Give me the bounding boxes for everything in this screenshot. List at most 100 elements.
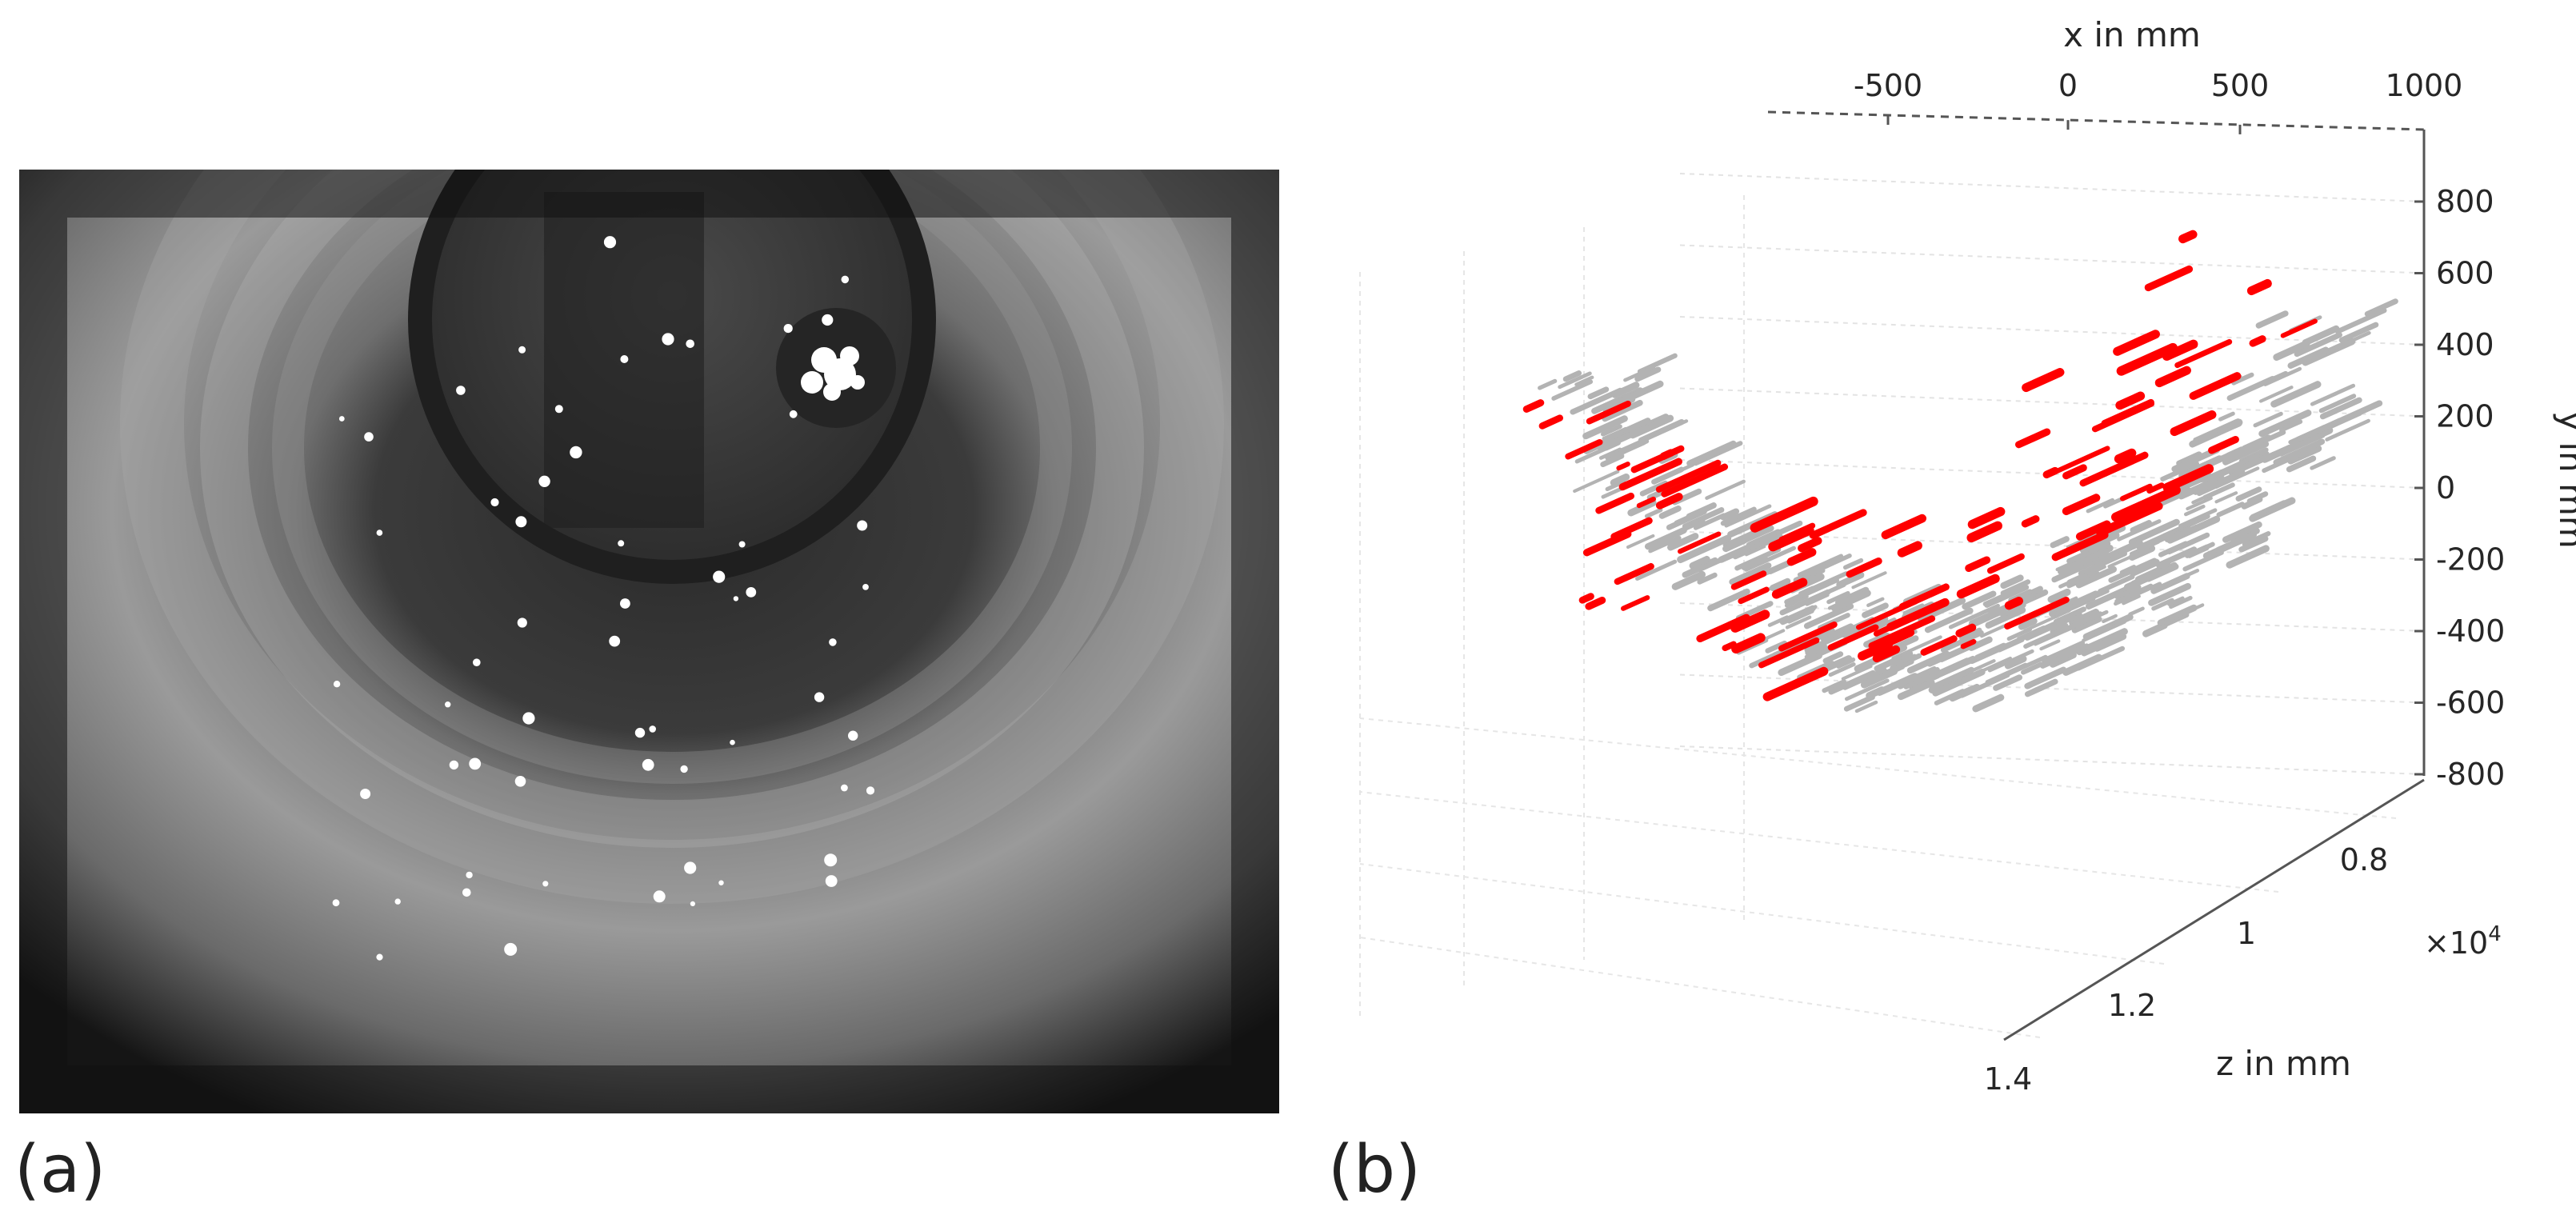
cloud-streak — [1573, 470, 1620, 494]
cloud-streak — [1626, 534, 1655, 549]
cloud-streak — [1744, 546, 1796, 572]
red-streak — [1659, 449, 1675, 460]
photo-particle — [466, 871, 473, 879]
z-multiplier: ×104 — [2424, 922, 2502, 961]
photo-particle — [570, 446, 582, 459]
cloud-streak — [1551, 379, 1594, 401]
cloud-streak — [2226, 376, 2276, 402]
cloud-streak — [2004, 655, 2027, 669]
red-streak — [1731, 633, 1766, 654]
cloud-streak — [1658, 505, 1682, 519]
cloud-streak — [2018, 617, 2038, 630]
plot-axes — [1767, 110, 2426, 1041]
red-streak — [1585, 597, 1606, 610]
cloud-streak — [1682, 507, 1725, 530]
cloud-streak — [1729, 562, 1772, 586]
cloud-streak — [2128, 518, 2180, 546]
cloud-streak — [1807, 554, 1852, 576]
cloud-streak — [2123, 566, 2169, 591]
cloud-streak — [2069, 608, 2100, 626]
cloud-streak — [1972, 693, 2005, 713]
cloud-streak — [2215, 541, 2234, 551]
photo-particle — [332, 899, 340, 907]
cloud-streak — [2255, 310, 2289, 329]
cloud-streak — [1779, 605, 1816, 625]
photo-particle — [376, 953, 383, 961]
cloud-streak — [2222, 441, 2270, 466]
cloud-streak — [1803, 603, 1854, 629]
red-streak — [1897, 541, 1922, 558]
red-streak — [2091, 400, 2155, 433]
cloud-streak — [2050, 536, 2070, 549]
photo-particle — [733, 596, 739, 602]
red-streak — [1771, 578, 1808, 599]
cloud-streak — [2191, 492, 2214, 505]
cloud-streak — [1786, 609, 1814, 624]
red-streak — [1538, 414, 1564, 430]
red-streak — [1955, 623, 1977, 637]
red-streak — [1762, 666, 1829, 701]
cloud-streak — [1610, 474, 1630, 486]
photo-particle — [469, 757, 482, 770]
red-streak — [1986, 553, 2025, 574]
cloud-streak — [1744, 545, 1766, 557]
red-streak — [1827, 624, 1879, 651]
cloud-streak — [1844, 678, 1890, 701]
z-axis-line — [2003, 778, 2425, 1041]
red-streak — [1846, 558, 1882, 578]
cloud-streak — [1689, 555, 1710, 570]
cloud-streak — [1741, 555, 1768, 570]
cloud-streak — [1805, 593, 1830, 606]
cloud-streak — [2082, 620, 2126, 642]
cloud-streak — [2302, 325, 2340, 346]
red-streak — [2115, 391, 2146, 410]
cloud-streak — [2041, 640, 2086, 664]
photo-particle — [862, 584, 869, 590]
cloud-streak — [1707, 588, 1750, 612]
cloud-streak — [2250, 500, 2286, 519]
cloud-streak — [2078, 551, 2128, 577]
cloud-streak — [2273, 438, 2326, 466]
cloud-streak — [1866, 597, 1885, 607]
red-streak — [2189, 372, 2242, 400]
cloud-streak — [2273, 340, 2310, 362]
z-tick-label: 0.8 — [2340, 842, 2388, 877]
red-streak — [2075, 520, 2111, 541]
photo-particle — [338, 416, 345, 422]
cloud-streak — [1662, 462, 1695, 480]
cloud-streak — [1724, 504, 1772, 528]
cloud-streak — [2039, 643, 2090, 669]
cloud-streak — [2241, 434, 2272, 452]
cloud-streak — [1999, 601, 2026, 617]
cloud-streak — [1998, 654, 2048, 680]
red-streak — [1750, 496, 1818, 533]
cloud-streak — [2081, 641, 2107, 657]
cloud-streak — [1615, 380, 1664, 406]
x-tick-label: 500 — [2211, 68, 2270, 103]
red-streak — [2113, 330, 2160, 356]
red-streak — [1678, 531, 1722, 554]
cloud-streak — [1949, 678, 1966, 689]
cloud-streak — [1985, 606, 2026, 629]
photo-particle — [662, 333, 674, 346]
red-streak — [1730, 610, 1770, 633]
cloud-streak — [1918, 597, 1966, 623]
cloud-streak — [2158, 568, 2200, 590]
cloud-streak — [2098, 574, 2135, 594]
cloud-streak — [1603, 440, 1621, 451]
cloud-streak — [1852, 615, 1889, 636]
cloud-streak — [1874, 650, 1914, 672]
cloud-streak — [1587, 386, 1610, 400]
bright-particles — [332, 236, 875, 961]
cloud-streak — [2182, 550, 2224, 572]
red-streak — [2116, 342, 2178, 376]
cloud-streak — [2160, 461, 2200, 482]
cloud-streak — [1686, 440, 1737, 467]
cloud-streak — [2186, 496, 2213, 511]
photo-particle — [841, 275, 850, 284]
photo-particle — [620, 598, 630, 609]
red-streak — [1768, 526, 1814, 552]
cloud-streak — [1644, 526, 1687, 550]
cloud-streak — [2151, 598, 2174, 611]
cloud-streak — [2023, 625, 2070, 649]
